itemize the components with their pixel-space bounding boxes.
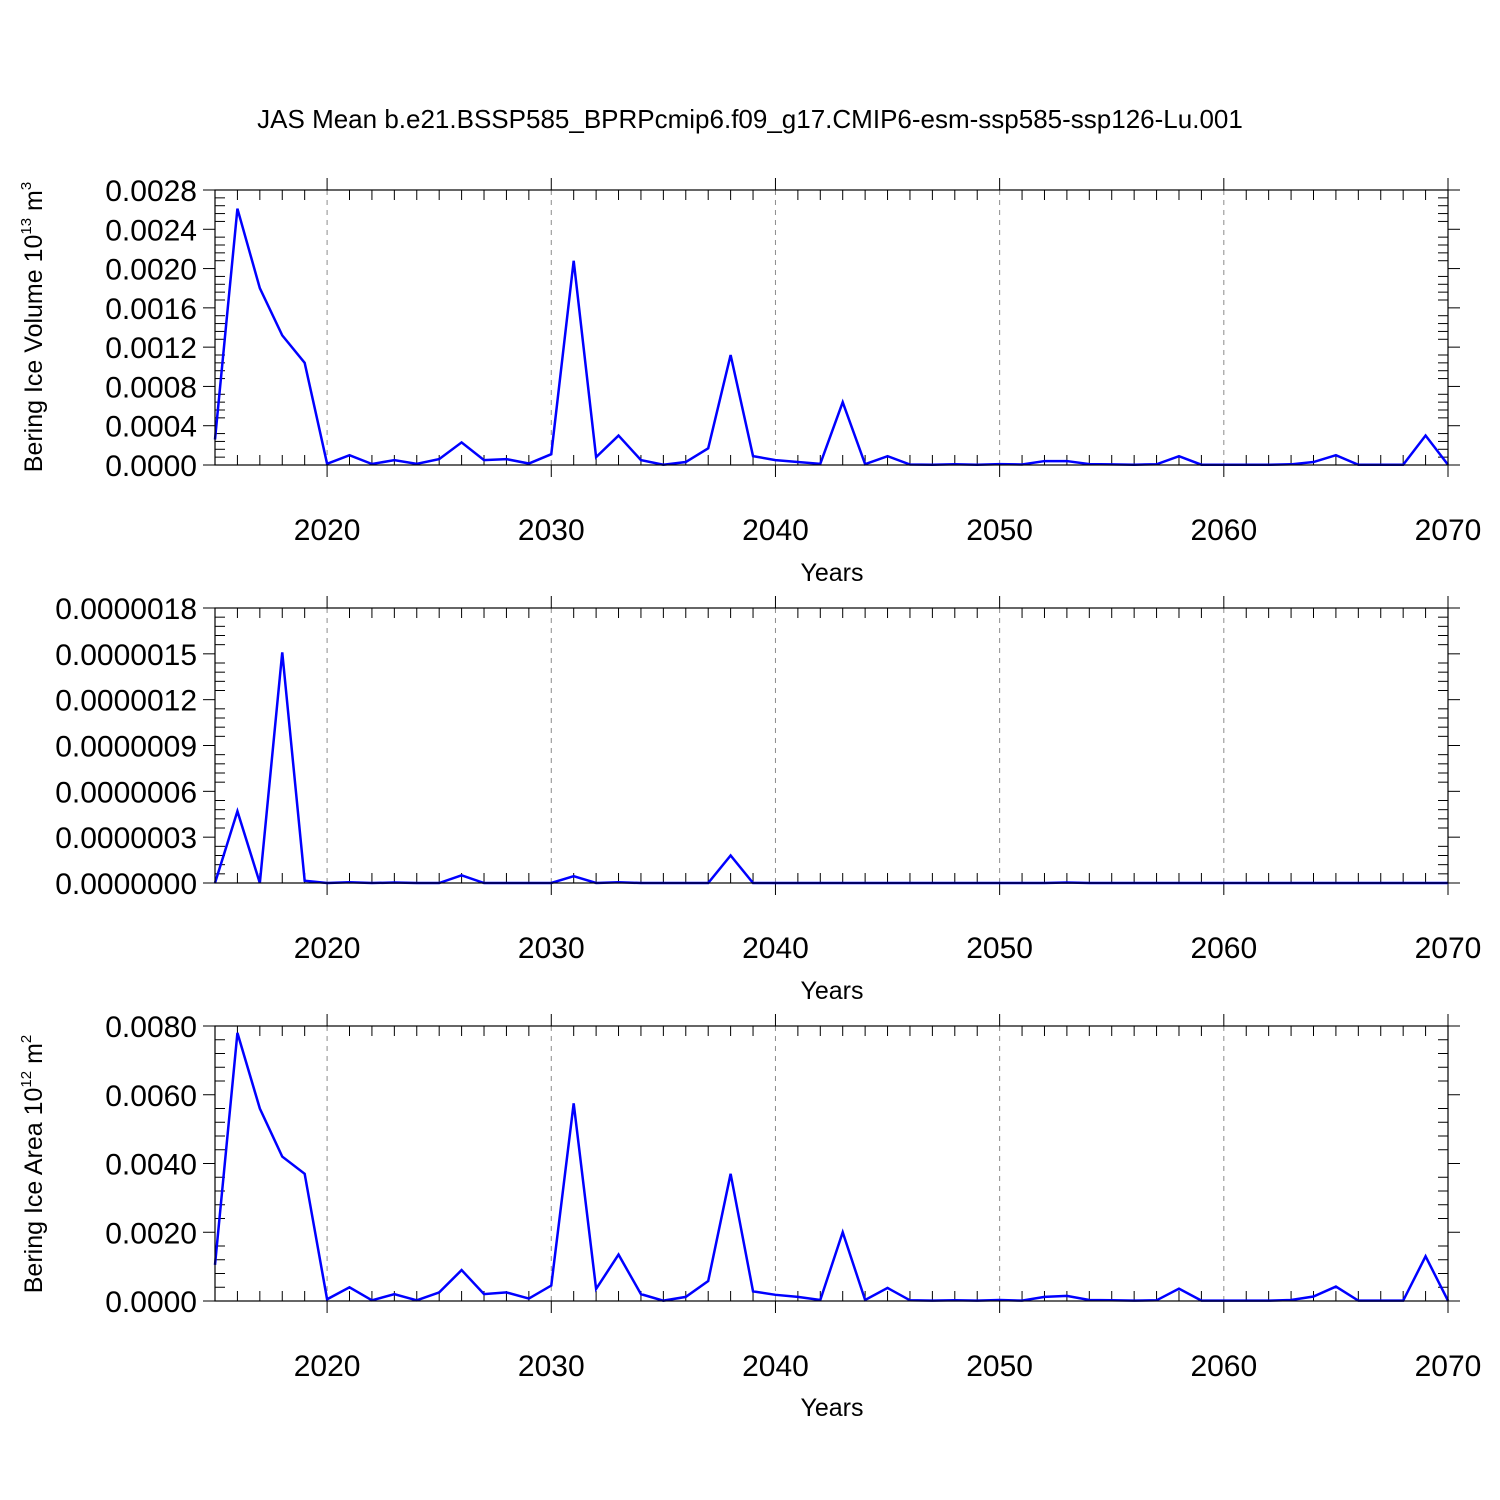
y-tick-label: 0.0004 xyxy=(105,411,197,444)
x-tick-label: 2060 xyxy=(1190,1350,1257,1383)
x-tick-label: 2040 xyxy=(742,932,809,965)
plot-frame xyxy=(214,607,1449,884)
x-tick-label: 2050 xyxy=(966,1350,1033,1383)
x-tick-label: 2030 xyxy=(518,932,585,965)
y-tick-label: 0.0000 xyxy=(105,1286,197,1319)
series-line xyxy=(213,208,1449,467)
y-tick-label: 0.0020 xyxy=(105,254,197,287)
y-tick-label: 0.0000006 xyxy=(55,776,197,809)
x-tick-label: 2070 xyxy=(1415,932,1482,965)
panel-middle: Years 2020 2030 2040 2050 2060 2070 0.0000000 0… xyxy=(55,593,1481,1005)
x-tick-label: 2030 xyxy=(518,514,585,547)
x-tick-label: 2020 xyxy=(294,1350,361,1383)
y-tick-label: 0.0000 xyxy=(105,450,197,483)
ylabel-ice-area: Bering Ice Area 1012 m2 xyxy=(18,1035,48,1294)
y-tick-label: 0.0008 xyxy=(105,371,197,404)
plot-frame xyxy=(214,1025,1449,1302)
xlabel-years: Years xyxy=(800,559,863,587)
x-tick-label: 2050 xyxy=(966,514,1033,547)
y-tick-label: 0.0028 xyxy=(105,175,197,208)
y-tick-label: 0.0016 xyxy=(105,293,197,326)
ylabel-ice-volume: Bering Ice Volume 1013 m3 xyxy=(18,182,48,472)
y-tick-label: 0.0024 xyxy=(105,214,197,247)
y-tick-label: 0.0000012 xyxy=(55,685,197,718)
x-tick-label: 2050 xyxy=(966,932,1033,965)
panel-ice-area: Bering Ice Area 1012 m2 Years 2020 2030 20… xyxy=(18,1011,1481,1422)
y-tick-label: 0.0060 xyxy=(105,1080,197,1113)
figure-title: JAS Mean b.e21.BSSP585_BPRPcmip6.f09_g17… xyxy=(257,104,1243,134)
x-tick-label: 2060 xyxy=(1190,514,1257,547)
x-tick-label: 2070 xyxy=(1415,514,1482,547)
x-tick-label: 2040 xyxy=(742,514,809,547)
y-tick-label: 0.0040 xyxy=(105,1149,197,1182)
xlabel-years: Years xyxy=(800,977,863,1005)
x-tick-label: 2040 xyxy=(742,1350,809,1383)
y-tick-label: 0.0000000 xyxy=(55,868,197,901)
y-tick-label: 0.0000015 xyxy=(55,639,197,672)
y-tick-label: 0.0012 xyxy=(105,332,197,365)
plot-frame xyxy=(214,189,1449,466)
x-tick-label: 2020 xyxy=(294,514,361,547)
y-tick-label: 0.0020 xyxy=(105,1217,197,1250)
x-tick-label: 2020 xyxy=(294,932,361,965)
x-tick-label: 2070 xyxy=(1415,1350,1482,1383)
series-line xyxy=(213,652,1448,885)
x-tick-label: 2030 xyxy=(518,1350,585,1383)
xlabel-years: Years xyxy=(800,1394,863,1422)
y-tick-label: 0.0080 xyxy=(105,1011,197,1044)
x-tick-label: 2060 xyxy=(1190,932,1257,965)
y-tick-label: 0.0000003 xyxy=(55,822,197,855)
series-line xyxy=(213,1032,1450,1302)
y-tick-label: 0.0000009 xyxy=(55,731,197,764)
y-tick-label: 0.0000018 xyxy=(55,593,197,626)
panel-ice-volume: Bering Ice Volume 1013 m3 Years 2020 2030… xyxy=(18,175,1481,587)
